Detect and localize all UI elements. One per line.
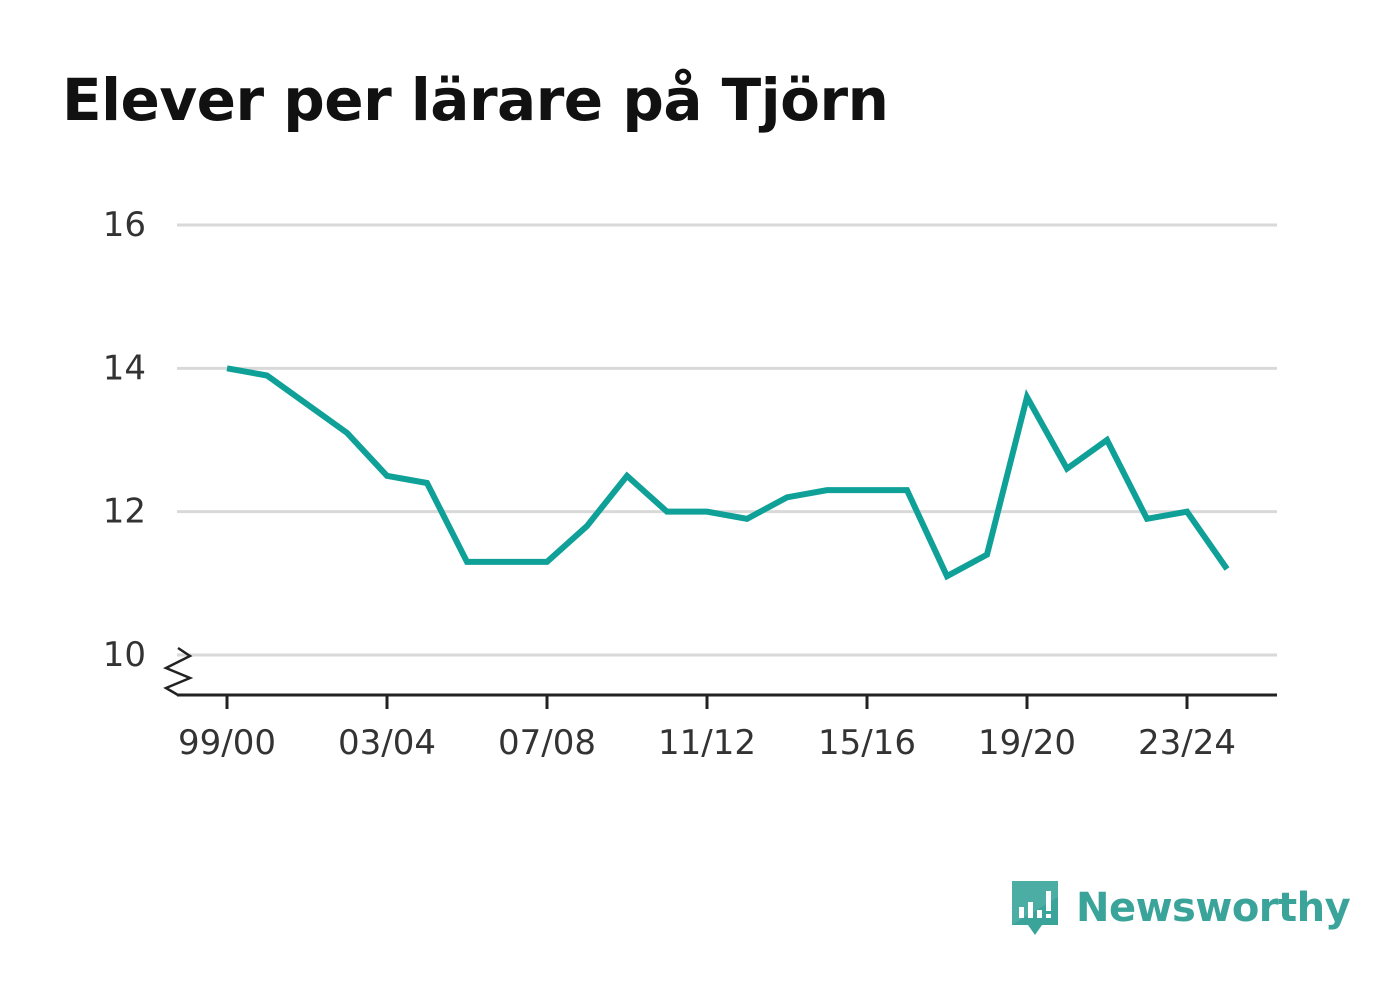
gridlines bbox=[177, 223, 1277, 657]
x-tick-label: 03/04 bbox=[338, 723, 436, 763]
y-tick-label: 12 bbox=[103, 492, 146, 532]
y-tick-label: 14 bbox=[103, 348, 146, 388]
brand-name: Newsworthy bbox=[1076, 885, 1351, 931]
brand-logo: Newsworthy bbox=[1010, 876, 1351, 940]
x-tick-label: 19/20 bbox=[978, 723, 1076, 763]
x-tick-label: 99/00 bbox=[178, 723, 276, 763]
y-tick-label: 10 bbox=[103, 635, 146, 675]
series-layer bbox=[226, 365, 1230, 581]
y-tick-label: 16 bbox=[103, 205, 146, 245]
x-tick-label: 11/12 bbox=[658, 723, 756, 763]
chart-title: Elever per lärare på Tjörn bbox=[62, 66, 889, 134]
axis-break-icon bbox=[162, 646, 194, 697]
series-line-0 bbox=[226, 365, 1230, 581]
x-tick-label: 15/16 bbox=[818, 723, 916, 763]
x-axis: 99/00 03/04 07/08 11/12 15/16 19/20 23/24 bbox=[177, 693, 1277, 763]
x-tick-label: 07/08 bbox=[498, 723, 596, 763]
y-axis: 10 12 14 16 bbox=[103, 205, 194, 697]
x-tick-label: 23/24 bbox=[1138, 723, 1236, 763]
newsworthy-logo-icon bbox=[1012, 881, 1058, 935]
